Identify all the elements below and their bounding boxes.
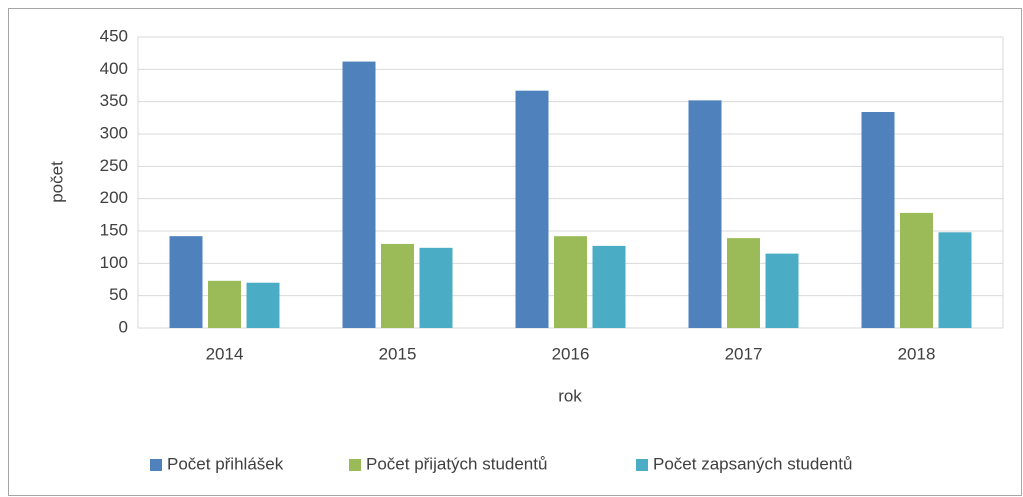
bar	[938, 232, 972, 328]
bar	[342, 61, 376, 328]
x-axis-label: rok	[558, 386, 582, 405]
bar	[727, 238, 760, 328]
bar	[381, 243, 414, 328]
legend-label: Počet přihlášek	[167, 454, 284, 473]
legend-swatch	[349, 459, 361, 471]
legend-swatch	[150, 459, 162, 471]
bar	[169, 236, 203, 328]
legend-swatch	[636, 459, 648, 471]
y-tick-label: 100	[100, 253, 128, 272]
y-tick-label: 150	[100, 220, 128, 239]
y-tick-label: 300	[100, 123, 128, 142]
x-tick-label: 2014	[206, 344, 244, 363]
bar	[592, 245, 626, 328]
x-tick-label: 2016	[552, 344, 590, 363]
bar	[554, 236, 587, 328]
bar	[208, 280, 241, 328]
bar	[900, 212, 933, 328]
bar	[515, 90, 549, 328]
legend-label: Počet přijatých studentů	[366, 454, 547, 473]
x-tick-label: 2017	[725, 344, 763, 363]
bar	[246, 282, 280, 328]
y-tick-label: 450	[100, 26, 128, 45]
x-tick-label: 2018	[898, 344, 936, 363]
bar	[765, 253, 799, 328]
bar	[861, 112, 895, 328]
y-tick-label: 200	[100, 188, 128, 207]
y-tick-label: 400	[100, 59, 128, 78]
legend-label: Počet zapsaných studentů	[653, 454, 852, 473]
x-tick-label: 2015	[379, 344, 417, 363]
bar	[688, 100, 722, 328]
y-tick-label: 50	[109, 285, 128, 304]
bar	[419, 247, 453, 328]
y-tick-label: 250	[100, 156, 128, 175]
y-tick-label: 350	[100, 91, 128, 110]
y-axis-label: počet	[47, 161, 66, 203]
y-tick-label: 0	[119, 317, 128, 336]
